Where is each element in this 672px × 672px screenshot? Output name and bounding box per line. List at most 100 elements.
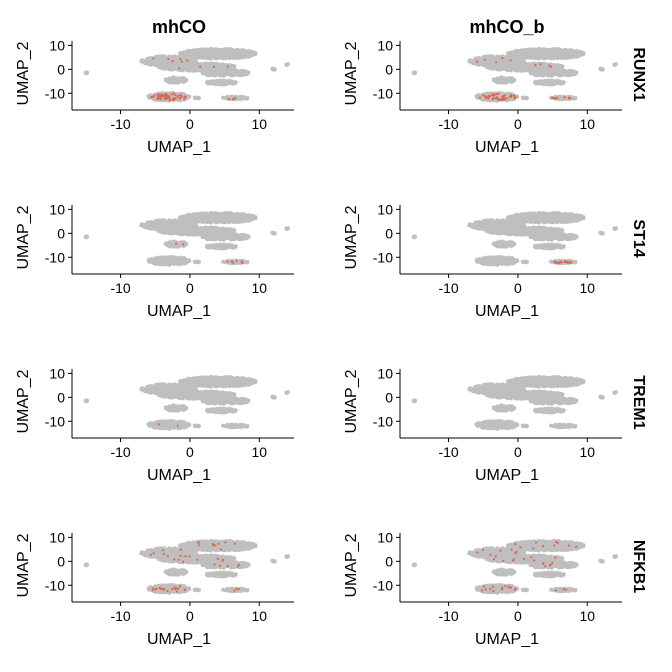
cell-point xyxy=(167,218,172,223)
cell-point xyxy=(508,55,514,60)
cell-point xyxy=(270,66,275,71)
cell-point xyxy=(161,58,166,63)
cell-point xyxy=(496,80,501,85)
cell-point xyxy=(185,64,190,69)
cell-point xyxy=(530,69,535,74)
cell-point xyxy=(223,49,228,54)
cell-point xyxy=(531,48,537,53)
cell-point xyxy=(207,70,212,76)
cell-point xyxy=(203,48,209,53)
cell-point xyxy=(238,69,243,74)
expressing-cell-point xyxy=(159,96,162,99)
cell-point xyxy=(173,76,179,81)
cell-point xyxy=(223,79,228,84)
cell-point xyxy=(495,54,500,60)
expressing-cell-point xyxy=(482,94,485,97)
cell-point xyxy=(216,215,221,220)
cell-point xyxy=(541,73,547,78)
expressing-cell-point xyxy=(179,93,182,97)
expressing-cell-point xyxy=(199,65,202,68)
expressing-cell-point xyxy=(172,92,175,95)
expressing-cell-point xyxy=(501,57,504,60)
expressing-cell-point xyxy=(485,95,488,98)
cell-point xyxy=(155,220,160,225)
expressing-cell-point xyxy=(180,60,183,63)
cell-point xyxy=(214,55,219,61)
cell-point xyxy=(201,63,206,68)
cell-point xyxy=(468,58,473,63)
y-tick-label: 0 xyxy=(385,61,393,77)
expressing-cell-point xyxy=(496,97,499,100)
cell-point xyxy=(144,222,149,228)
cell-point xyxy=(194,51,199,56)
expressing-cell-point xyxy=(168,97,172,100)
expressing-cell-point xyxy=(156,93,159,96)
cell-point xyxy=(544,51,549,56)
cell-point xyxy=(161,222,166,227)
cell-point xyxy=(572,54,577,59)
cell-point xyxy=(226,79,231,84)
expressing-cell-point xyxy=(170,93,173,96)
cell-point xyxy=(236,95,241,100)
cell-point xyxy=(231,216,236,221)
cell-point xyxy=(155,56,160,61)
cell-point xyxy=(489,58,494,63)
cell-point xyxy=(159,218,164,224)
cell-point xyxy=(234,69,239,75)
cell-point xyxy=(214,219,219,225)
row-title: RUNX1 xyxy=(630,47,647,101)
expressing-cell-point xyxy=(497,92,500,95)
x-axis-title: UMAP_1 xyxy=(475,139,539,156)
cell-point xyxy=(518,51,523,56)
cell-point xyxy=(225,71,230,76)
cell-point xyxy=(202,69,207,74)
expressing-cell-point xyxy=(502,94,505,98)
expressing-cell-point xyxy=(167,57,170,61)
cell-point xyxy=(195,95,200,100)
column-title: mhCO_b xyxy=(469,17,544,37)
cell-point xyxy=(554,51,559,56)
expressing-cell-point xyxy=(183,95,186,98)
column-title: mhCO xyxy=(152,17,206,37)
expressing-cell-point xyxy=(493,93,496,96)
cell-point xyxy=(223,96,228,101)
cell-point xyxy=(241,95,246,100)
expressing-cell-point xyxy=(495,61,498,64)
expressing-cell-point xyxy=(179,57,182,61)
expressing-cell-point xyxy=(483,58,486,61)
cell-point xyxy=(535,70,540,76)
cell-point xyxy=(183,78,188,83)
cell-point xyxy=(194,215,199,220)
cell-point xyxy=(240,48,245,53)
cell-point xyxy=(179,78,184,83)
cell-point xyxy=(171,218,176,223)
cell-point xyxy=(226,215,231,220)
cell-point xyxy=(551,79,556,84)
x-tick-label: 10 xyxy=(252,116,268,132)
cell-point xyxy=(513,64,518,69)
expressing-cell-point xyxy=(498,98,501,101)
cell-point xyxy=(573,96,578,101)
y-tick-label: -10 xyxy=(45,85,65,101)
expressing-cell-point xyxy=(569,97,572,100)
cell-point xyxy=(191,57,196,62)
cell-point xyxy=(581,51,586,57)
expressing-cell-point xyxy=(513,97,516,100)
y-axis-title: UMAP_2 xyxy=(15,41,32,105)
cell-point xyxy=(192,63,197,68)
x-tick-label: 0 xyxy=(186,116,194,132)
expressing-cell-point xyxy=(234,97,237,100)
expressing-cell-point xyxy=(174,97,177,100)
expressing-cell-point xyxy=(551,96,554,100)
expressing-cell-point xyxy=(505,97,508,100)
expressing-cell-point xyxy=(176,94,179,97)
cell-point xyxy=(519,67,524,72)
expressing-cell-point xyxy=(178,67,181,70)
expressing-cell-point xyxy=(179,96,183,99)
expressing-cell-point xyxy=(156,95,159,98)
row-title: ST14 xyxy=(630,219,647,257)
cell-point xyxy=(218,79,223,84)
